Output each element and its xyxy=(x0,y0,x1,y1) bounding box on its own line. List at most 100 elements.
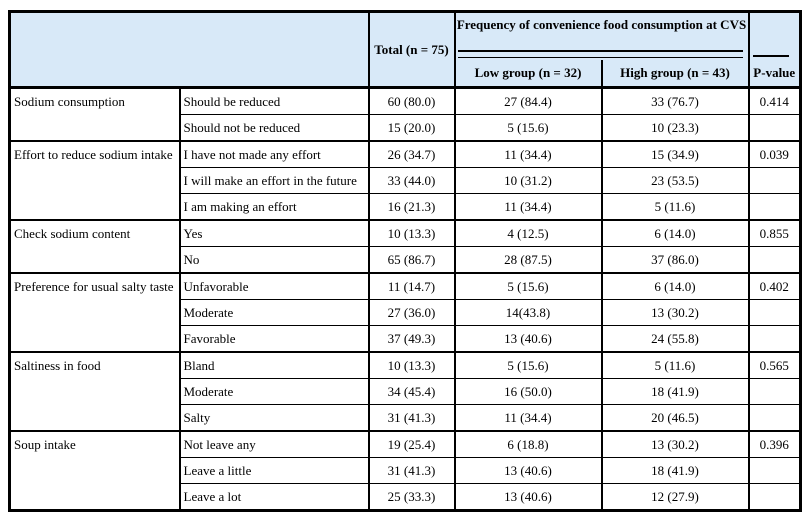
subcategory-cell: Favorable xyxy=(178,325,370,352)
pvalue-cell xyxy=(747,246,802,273)
total-cell: 10 (13.3) xyxy=(367,219,456,247)
subcategory-cell: I will make an effort in the future xyxy=(178,167,370,194)
total-cell: 25 (33.3) xyxy=(367,483,456,511)
double-underline xyxy=(457,50,743,58)
category-cell: Check sodium content xyxy=(8,219,181,273)
low-group-cell: 6 (18.8) xyxy=(453,430,603,458)
low-group-cell: 28 (87.5) xyxy=(453,246,603,273)
total-cell: 34 (45.4) xyxy=(367,378,456,405)
high-group-cell: 12 (27.9) xyxy=(600,483,750,511)
total-cell: 31 (41.3) xyxy=(367,457,456,484)
low-group-cell: 13 (40.6) xyxy=(453,483,603,511)
subcategory-cell: Moderate xyxy=(178,299,370,326)
high-group-cell: 6 (14.0) xyxy=(600,219,750,247)
table-row: Salty 31 (41.3) 11 (34.4) 20 (46.5) xyxy=(10,404,802,431)
high-group-cell: 10 (23.3) xyxy=(600,114,750,141)
table-row: Soup intake Not leave any 19 (25.4) 6 (18.8… xyxy=(8,430,802,511)
high-group-cell: 6 (14.0) xyxy=(600,272,750,300)
header-row-2: Low group (n = 32) High group (n = 43) P… xyxy=(10,60,802,89)
pvalue-cell: 0.414 xyxy=(747,86,802,115)
high-group-cell: 20 (46.5) xyxy=(600,404,750,431)
subcategory-cell: Moderate xyxy=(178,378,370,405)
category-cell: Sodium consumption xyxy=(8,86,181,141)
high-group-cell: 24 (55.8) xyxy=(600,325,750,352)
high-group-cell: 5 (11.6) xyxy=(600,351,750,379)
total-cell: 27 (36.0) xyxy=(367,299,456,326)
high-group-cell: 13 (30.2) xyxy=(600,430,750,458)
total-cell: 31 (41.3) xyxy=(367,404,456,431)
total-cell: 33 (44.0) xyxy=(367,167,456,194)
pvalue-cell: 0.039 xyxy=(747,140,802,168)
high-group-cell: 15 (34.9) xyxy=(600,140,750,168)
high-group-cell: 13 (30.2) xyxy=(600,299,750,326)
header-total: Total (n = 75) xyxy=(367,11,456,89)
subcategory-cell: Not leave any xyxy=(178,430,370,458)
high-group-cell: 33 (76.7) xyxy=(600,86,750,115)
low-group-cell: 14(43.8) xyxy=(453,299,603,326)
pvalue-cell xyxy=(747,299,802,326)
subcategory-cell: Should be reduced xyxy=(178,86,370,115)
pvalue-cell xyxy=(747,325,802,352)
low-group-cell: 16 (50.0) xyxy=(453,378,603,405)
high-group-cell: 18 (41.9) xyxy=(600,457,750,484)
high-group-cell: 5 (11.6) xyxy=(600,193,750,220)
pvalue-cell: 0.396 xyxy=(747,430,802,458)
pvalue-cell xyxy=(747,114,802,141)
stats-table: Total (n = 75) Frequency of convenience … xyxy=(8,10,802,512)
table-row: Effort to reduce sodium intake I have not… xyxy=(8,140,802,220)
subcategory-cell: I am making an effort xyxy=(178,193,370,220)
pvalue-cell xyxy=(747,457,802,484)
header-frequency-spanner: Frequency of convenience food consumptio… xyxy=(453,11,750,60)
subcategory-cell: Leave a lot xyxy=(178,483,370,511)
pvalue-cell xyxy=(747,483,802,511)
low-group-cell: 27 (84.4) xyxy=(453,86,603,115)
subcategory-cell: Yes xyxy=(178,219,370,247)
low-group-cell: 10 (31.2) xyxy=(453,167,603,194)
total-cell: 19 (25.4) xyxy=(367,430,456,458)
header-blank-above-pvalue xyxy=(747,11,802,60)
category-cell: Soup intake xyxy=(8,430,181,511)
total-cell: 10 (13.3) xyxy=(367,351,456,379)
header-row-1: Total (n = 75) Frequency of convenience … xyxy=(8,11,802,89)
pvalue-cell xyxy=(747,378,802,405)
low-group-cell: 5 (15.6) xyxy=(453,114,603,141)
table-row: I am making an effort 16 (21.3) 11 (34.4) 5… xyxy=(10,193,802,220)
table-row: Leave a little 31 (41.3) 13 (40.6) 18 (41.9… xyxy=(10,457,802,484)
table-row: Sodium consumption Should be reduced 60 (8… xyxy=(8,86,802,141)
pvalue-cell xyxy=(747,167,802,194)
table-row: No 65 (86.7) 28 (87.5) 37 (86.0) xyxy=(10,246,802,273)
table-body: Sodium consumption Should be reduced 60 (8… xyxy=(8,86,802,511)
high-group-cell: 18 (41.9) xyxy=(600,378,750,405)
pvalue-cell: 0.855 xyxy=(747,219,802,247)
low-group-cell: 11 (34.4) xyxy=(453,140,603,168)
table-header: Total (n = 75) Frequency of convenience … xyxy=(8,11,802,89)
subcategory-cell: I have not made any effort xyxy=(178,140,370,168)
table-row: Saltiness in food Bland 10 (13.3) 5 (15.6) 5… xyxy=(8,351,802,431)
total-cell: 26 (34.7) xyxy=(367,140,456,168)
total-cell: 16 (21.3) xyxy=(367,193,456,220)
subcategory-cell: Unfavorable xyxy=(178,272,370,300)
table-row: Should not be reduced 15 (20.0) 5 (15.6) 10… xyxy=(10,114,802,141)
low-group-cell: 5 (15.6) xyxy=(453,351,603,379)
table-row: Moderate 34 (45.4) 16 (50.0) 18 (41.9) xyxy=(10,378,802,405)
table-row: Favorable 37 (49.3) 13 (40.6) 24 (55.8) xyxy=(10,325,802,352)
table-row: Check sodium content Yes 10 (13.3) 4 (12.5)… xyxy=(8,219,802,273)
high-group-cell: 23 (53.5) xyxy=(600,167,750,194)
header-high-group: High group (n = 43) xyxy=(600,60,750,89)
low-group-cell: 5 (15.6) xyxy=(453,272,603,300)
low-group-cell: 13 (40.6) xyxy=(453,457,603,484)
low-group-cell: 11 (34.4) xyxy=(453,404,603,431)
subcategory-cell: Bland xyxy=(178,351,370,379)
pvalue-cell xyxy=(747,404,802,431)
high-group-cell: 37 (86.0) xyxy=(600,246,750,273)
total-cell: 37 (49.3) xyxy=(367,325,456,352)
total-cell: 15 (20.0) xyxy=(367,114,456,141)
pvalue-cell: 0.402 xyxy=(747,272,802,300)
total-cell: 11 (14.7) xyxy=(367,272,456,300)
header-blank-corner xyxy=(8,11,370,89)
category-cell: Saltiness in food xyxy=(8,351,181,431)
subcategory-cell: Leave a little xyxy=(178,457,370,484)
table-row: Preference for usual salty taste Unfavora… xyxy=(8,272,802,352)
low-group-cell: 11 (34.4) xyxy=(453,193,603,220)
